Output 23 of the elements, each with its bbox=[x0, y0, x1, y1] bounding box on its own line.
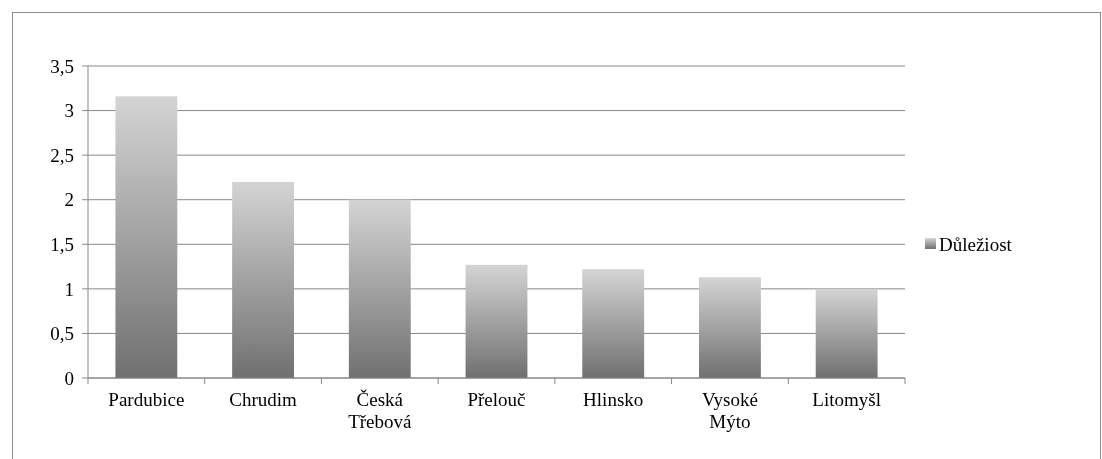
x-tick-label: Česká Třebová bbox=[348, 389, 412, 432]
bar bbox=[348, 199, 411, 378]
bar bbox=[582, 269, 645, 378]
legend-label: Důležiost bbox=[939, 233, 1013, 255]
bar bbox=[115, 96, 178, 378]
bar bbox=[699, 277, 761, 378]
bar bbox=[465, 264, 528, 378]
y-tick-label: 2,5 bbox=[50, 144, 74, 166]
bar bbox=[232, 181, 294, 378]
y-tick-label: 2 bbox=[64, 189, 74, 211]
y-tick-label: 3 bbox=[64, 100, 74, 122]
x-tick-label: Přelouč bbox=[467, 389, 526, 410]
y-tick-label: 3,5 bbox=[50, 55, 74, 77]
y-tick-label: 0 bbox=[64, 367, 74, 389]
y-tick-label: 1 bbox=[64, 278, 74, 300]
x-tick-label: Vysoké Mýto bbox=[701, 389, 758, 432]
x-tick-label: Hlinsko bbox=[583, 389, 644, 410]
x-tick-label: Pardubice bbox=[108, 389, 185, 410]
x-tick-label: Litomyšl bbox=[812, 389, 881, 410]
y-tick-label: 1,5 bbox=[50, 233, 74, 255]
x-tick-label: Chrudim bbox=[229, 389, 298, 410]
bar bbox=[815, 288, 878, 378]
y-tick-label: 0,5 bbox=[50, 323, 74, 345]
